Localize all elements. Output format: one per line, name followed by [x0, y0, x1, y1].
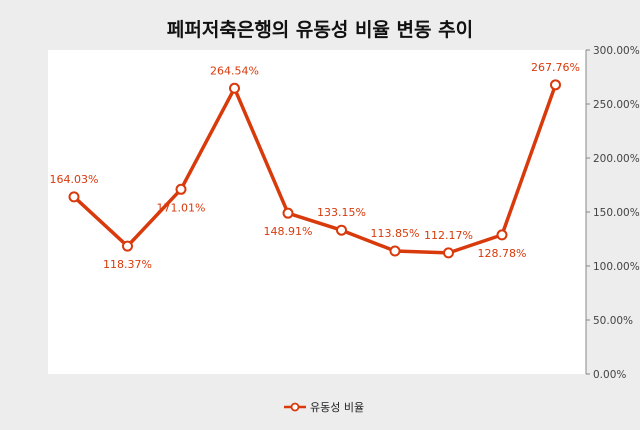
y-tick-label: 150.00%: [593, 207, 640, 219]
data-point: [389, 245, 401, 257]
y-tick-label: 50.00%: [593, 315, 633, 327]
data-point: [496, 229, 508, 241]
y-axis-ticks: 0.00% 50.00% 100.00% 150.00% 200.00% 250.00% 3…: [586, 45, 640, 381]
data-point: [443, 247, 454, 259]
y-tick-label: 100.00%: [593, 261, 640, 273]
data-label: 148.91%: [264, 225, 313, 238]
data-point: [122, 240, 133, 252]
legend-label: 유동성 비율: [310, 401, 364, 414]
data-label: 267.76%: [531, 61, 580, 74]
data-label: 113.85%: [371, 227, 420, 240]
y-tick-label: 300.00%: [593, 45, 640, 57]
chart-title: 페퍼저축은행의 유동성 비율 변동 추이: [167, 19, 473, 41]
data-label: 118.37%: [103, 258, 152, 271]
data-label: 164.03%: [50, 173, 99, 186]
data-point: [68, 191, 80, 203]
data-points: [68, 79, 561, 259]
series-line-liquidity-ratio: [72, 83, 558, 255]
data-label: 112.17%: [424, 229, 473, 242]
data-point: [229, 82, 240, 94]
y-tick-label: 0.00%: [593, 369, 626, 381]
data-label: 171.01%: [157, 201, 206, 214]
data-label: 128.78%: [478, 247, 527, 260]
data-point: [336, 224, 347, 236]
data-point: [550, 79, 561, 91]
y-tick-label: 250.00%: [593, 99, 640, 111]
data-labels: 164.03% 118.37% 171.01% 264.54% 148.91% 133.1…: [50, 61, 580, 271]
data-label: 264.54%: [210, 64, 259, 77]
plot-area: [48, 50, 586, 374]
data-point: [175, 183, 187, 195]
data-label: 133.15%: [317, 206, 366, 219]
legend: 유동성 비율: [284, 401, 364, 414]
y-tick-label: 200.00%: [593, 153, 640, 165]
legend-marker-icon: [290, 402, 300, 412]
data-point: [282, 207, 294, 219]
